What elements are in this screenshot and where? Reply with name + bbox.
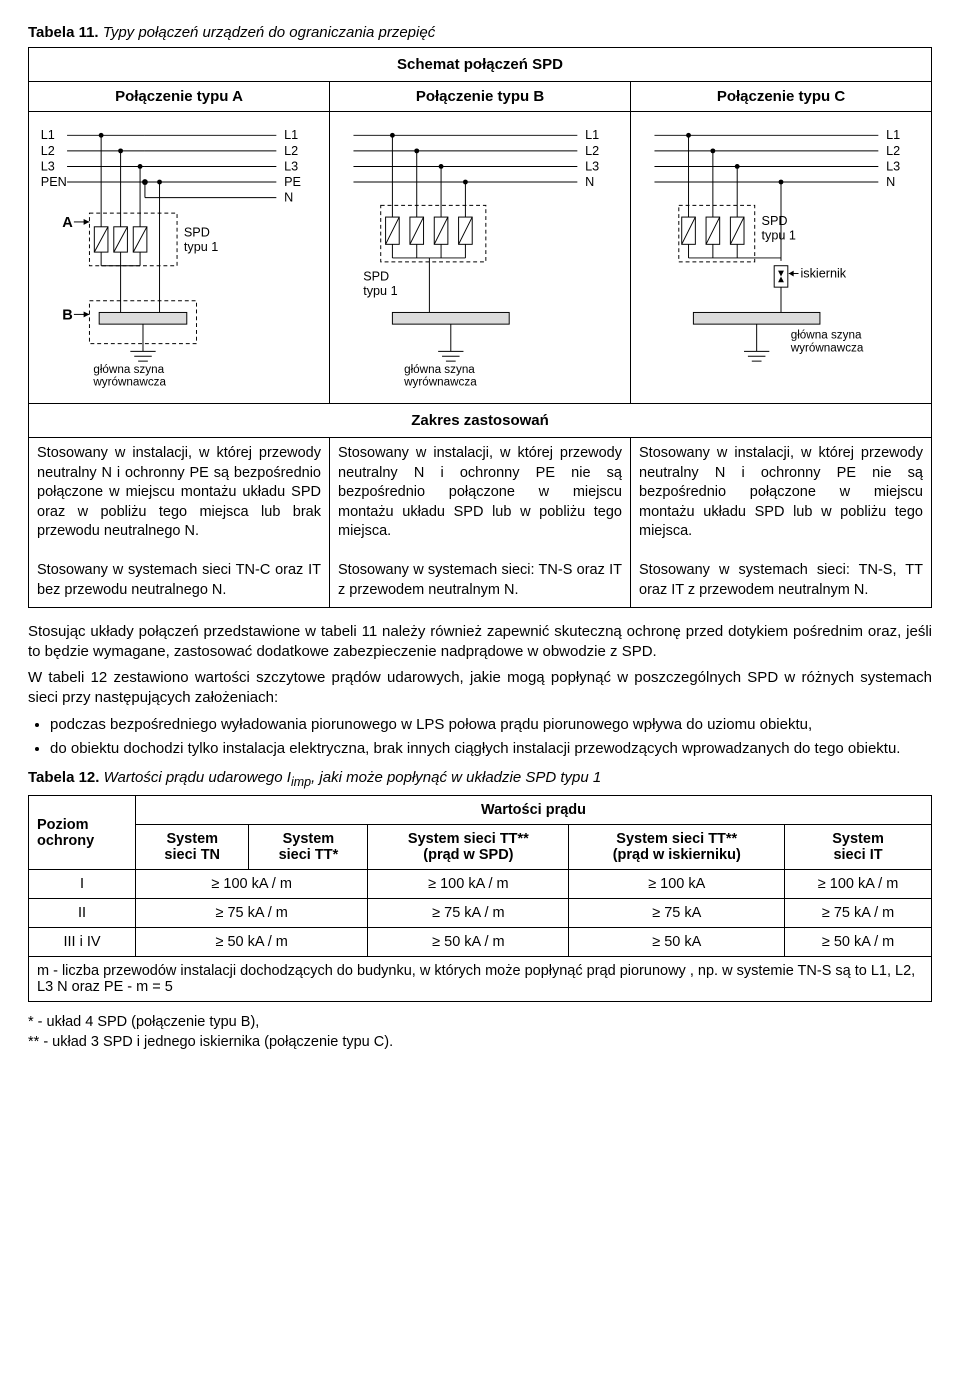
table12-title: Wartości prądu udarowego I <box>104 769 291 786</box>
t11-desc-b: Stosowany w instalacji, w której przewod… <box>330 438 631 608</box>
table11-label: Tabela 11. <box>28 24 99 41</box>
svg-text:L1: L1 <box>886 128 900 142</box>
svg-text:L3: L3 <box>41 159 55 173</box>
table11: Schemat połączeń SPD Połączenie typu A P… <box>28 47 932 608</box>
svg-text:iskiernik: iskiernik <box>800 266 846 280</box>
diagram-c: L1 L2 L3 N SPD <box>631 112 932 404</box>
t12-col-2: System sieci TT* <box>249 825 368 870</box>
svg-text:główna szyna: główna szyna <box>93 363 164 376</box>
t11-section2: Zakres zastosowań <box>29 404 932 438</box>
t12-row-1: I ≥ 100 kA / m ≥ 100 kA / m ≥ 100 kA ≥ 1… <box>29 870 932 899</box>
svg-text:L2: L2 <box>41 144 55 158</box>
t11-desc-a: Stosowany w instalacji, w której przewod… <box>29 438 330 608</box>
svg-text:N: N <box>284 190 293 204</box>
t12-rowhead: Poziom ochrony <box>29 796 136 870</box>
table12: Poziom ochrony Wartości prądu System sie… <box>28 795 932 1002</box>
svg-text:L1: L1 <box>284 128 298 142</box>
t11-col-b: Połączenie typu B <box>330 82 631 112</box>
svg-text:L2: L2 <box>886 144 900 158</box>
t11-col-a: Połączenie typu A <box>29 82 330 112</box>
svg-text:SPD: SPD <box>363 269 389 283</box>
diagram-a-svg: L1 L2 L3 PEN L1 L2 <box>33 116 325 396</box>
t12-header-group: Wartości prądu <box>136 796 932 825</box>
svg-text:wyrównawcza: wyrównawcza <box>790 341 864 354</box>
t12-col-3: System sieci TT** (prąd w SPD) <box>368 825 569 870</box>
t12-col-5: System sieci IT <box>785 825 932 870</box>
svg-text:L2: L2 <box>585 144 599 158</box>
svg-text:SPD: SPD <box>762 214 788 228</box>
t11-desc-c: Stosowany w instalacji, w której przewod… <box>631 438 932 608</box>
bullet-2: do obiektu dochodzi tylko instalacja ele… <box>50 739 932 759</box>
t11-col-c: Połączenie typu C <box>631 82 932 112</box>
para1: Stosując układy połączeń przedstawione w… <box>28 622 932 663</box>
diagram-a: L1 L2 L3 PEN L1 L2 <box>29 112 330 404</box>
t12-footer: m - liczba przewodów instalacji dochodzą… <box>29 957 932 1002</box>
svg-text:A: A <box>62 215 73 231</box>
t12-col-4: System sieci TT** (prąd w iskierniku) <box>569 825 785 870</box>
diagram-c-svg: L1 L2 L3 N SPD <box>635 116 927 396</box>
table12-label: Tabela 12. <box>28 769 99 786</box>
svg-text:L3: L3 <box>886 159 900 173</box>
svg-text:B: B <box>62 307 73 323</box>
svg-text:wyrównawcza: wyrównawcza <box>403 375 477 388</box>
footnote-1: * - układ 4 SPD (połączenie typu B), <box>28 1012 932 1032</box>
t11-header: Schemat połączeń SPD <box>29 48 932 82</box>
svg-text:L1: L1 <box>41 128 55 142</box>
bullets: podczas bezpośredniego wyładowania pioru… <box>28 715 932 760</box>
svg-text:główna szyna: główna szyna <box>791 329 862 342</box>
t12-col-1: System sieci TN <box>136 825 249 870</box>
table12-caption: Tabela 12. Wartości prądu udarowego Iimp… <box>28 769 932 789</box>
table12-title-sub: imp <box>291 775 311 789</box>
svg-text:L2: L2 <box>284 144 298 158</box>
table11-title: Typy połączeń urządzeń do ograniczania p… <box>103 24 435 41</box>
table12-title-rest: , jaki może popłynąć w układzie SPD typu… <box>311 769 601 786</box>
diagram-b: L1 L2 L3 N <box>330 112 631 404</box>
svg-text:typu 1: typu 1 <box>762 228 796 242</box>
footnotes: * - układ 4 SPD (połączenie typu B), ** … <box>28 1012 932 1053</box>
table11-caption: Tabela 11. Typy połączeń urządzeń do ogr… <box>28 24 932 41</box>
svg-text:typu 1: typu 1 <box>184 240 218 254</box>
svg-text:L3: L3 <box>284 159 298 173</box>
svg-text:wyrównawcza: wyrównawcza <box>92 375 166 388</box>
bullet-1: podczas bezpośredniego wyładowania pioru… <box>50 715 932 735</box>
diagram-b-svg: L1 L2 L3 N <box>334 116 626 396</box>
svg-text:L3: L3 <box>585 159 599 173</box>
svg-text:N: N <box>585 175 594 189</box>
svg-text:PEN: PEN <box>41 175 67 189</box>
svg-text:główna szyna: główna szyna <box>404 363 475 376</box>
footnote-2: ** - układ 3 SPD i jednego iskiernika (p… <box>28 1032 932 1052</box>
svg-text:SPD: SPD <box>184 226 210 240</box>
t12-row-2: II ≥ 75 kA / m ≥ 75 kA / m ≥ 75 kA ≥ 75 … <box>29 899 932 928</box>
svg-text:N: N <box>886 175 895 189</box>
para2: W tabeli 12 zestawiono wartości szczytow… <box>28 668 932 709</box>
svg-text:L1: L1 <box>585 128 599 142</box>
t12-row-3: III i IV ≥ 50 kA / m ≥ 50 kA / m ≥ 50 kA… <box>29 928 932 957</box>
svg-text:PE: PE <box>284 175 301 189</box>
svg-text:typu 1: typu 1 <box>363 284 397 298</box>
